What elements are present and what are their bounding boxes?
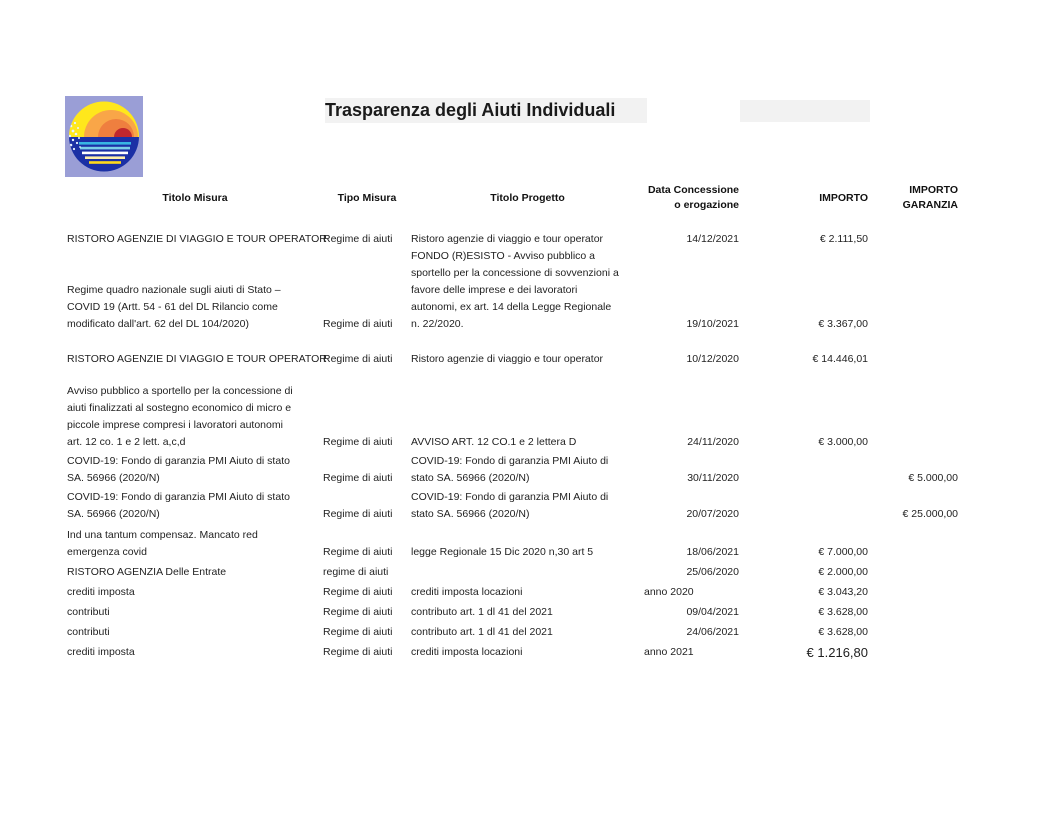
cell-titolo-misura: Avviso pubblico a sportello per la conce… — [67, 385, 293, 448]
cell-titolo-misura: COVID-19: Fondo di garanzia PMI Aiuto di… — [67, 491, 290, 520]
table-header-row: Titolo Misura Tipo Misura Titolo Progett… — [67, 183, 967, 213]
sunset-sea-icon — [65, 96, 143, 177]
cell-data-concessione: 24/11/2020 — [687, 436, 739, 448]
table-row: RISTORO AGENZIA Delle Entrate regime di … — [67, 564, 967, 581]
column-header-importo-garanzia: IMPORTO GARANZIA — [902, 184, 958, 211]
table-row: contributi Regime di aiuti contributo ar… — [67, 604, 967, 621]
cell-importo: € 3.628,00 — [818, 626, 868, 638]
cell-titolo-progetto: FONDO (R)ESISTO - Avviso pubblico a spor… — [411, 250, 619, 330]
cell-data-concessione: 19/10/2021 — [686, 318, 739, 330]
column-header-data-concessione: Data Concessione o erogazione — [647, 184, 739, 211]
organization-logo — [65, 96, 143, 177]
cell-data-concessione: 18/06/2021 — [686, 546, 739, 558]
page-title: Trasparenza degli Aiuti Individuali — [325, 98, 647, 123]
cell-titolo-progetto: contributo art. 1 dl 41 del 2021 — [411, 626, 553, 638]
cell-titolo-misura: contributi — [67, 606, 110, 618]
cell-importo: € 7.000,00 — [818, 546, 868, 558]
cell-importo-garanzia: € 25.000,00 — [902, 508, 958, 520]
cell-tipo-misura: Regime di aiuti — [323, 508, 393, 520]
cell-data-concessione: 25/06/2020 — [686, 566, 739, 578]
cell-importo: € 3.367,00 — [818, 318, 868, 330]
cell-tipo-misura: Regime di aiuti — [323, 546, 393, 558]
table-row: Regime quadro nazionale sugli aiuti di S… — [67, 248, 967, 333]
cell-tipo-misura: Regime di aiuti — [323, 586, 393, 598]
cell-titolo-progetto: crediti imposta locazioni — [411, 646, 523, 658]
cell-importo-garanzia: € 5.000,00 — [908, 472, 958, 484]
cell-tipo-misura: Regime di aiuti — [323, 233, 393, 245]
table-row: Ind una tantum compensaz. Mancato red em… — [67, 527, 967, 561]
cell-tipo-misura: Regime di aiuti — [323, 436, 393, 448]
cell-titolo-progetto: COVID-19: Fondo di garanzia PMI Aiuto di… — [411, 455, 609, 484]
cell-titolo-misura: RISTORO AGENZIA Delle Entrate — [67, 566, 227, 578]
cell-data-concessione: 20/07/2020 — [686, 508, 739, 520]
cell-data-concessione: anno 2020 — [644, 586, 694, 598]
cell-titolo-progetto: crediti imposta locazioni — [411, 586, 523, 598]
table-row: Avviso pubblico a sportello per la conce… — [67, 383, 967, 451]
cell-titolo-misura: COVID-19: Fondo di garanzia PMI Aiuto di… — [67, 455, 290, 484]
cell-tipo-misura: Regime di aiuti — [323, 606, 393, 618]
cell-importo: € 14.446,01 — [812, 353, 868, 365]
table-row: RISTORO AGENZIE DI VIAGGIO E TOUR OPERAT… — [67, 231, 967, 248]
cell-tipo-misura: Regime di aiuti — [323, 353, 393, 365]
cell-importo: € 3.043,20 — [818, 586, 868, 598]
cell-titolo-misura: Regime quadro nazionale sugli aiuti di S… — [67, 284, 281, 330]
cell-importo: € 1.216,80 — [806, 645, 868, 660]
cell-titolo-misura: crediti imposta — [67, 646, 135, 658]
table-row: RISTORO AGENZIE DI VIAGGIO E TOUR OPERAT… — [67, 351, 967, 368]
cell-tipo-misura: Regime di aiuti — [323, 472, 393, 484]
table-row: crediti imposta Regime di aiuti crediti … — [67, 584, 967, 601]
table-row: contributi Regime di aiuti contributo ar… — [67, 624, 967, 641]
cell-tipo-misura: Regime di aiuti — [323, 626, 393, 638]
cell-titolo-misura: crediti imposta — [67, 586, 135, 598]
column-header-titolo-progetto: Titolo Progetto — [490, 191, 565, 204]
cell-titolo-progetto: AVVISO ART. 12 CO.1 e 2 lettera D — [411, 436, 577, 448]
cell-data-concessione: anno 2021 — [644, 646, 694, 658]
cell-titolo-misura: Ind una tantum compensaz. Mancato red em… — [67, 529, 258, 558]
cell-data-concessione: 14/12/2021 — [686, 233, 739, 245]
cell-tipo-misura: regime di aiuti — [323, 566, 389, 578]
cell-importo: € 3.000,00 — [818, 436, 868, 448]
cell-importo: € 2.000,00 — [818, 566, 868, 578]
cell-data-concessione: 24/06/2021 — [686, 626, 739, 638]
cell-titolo-misura: RISTORO AGENZIE DI VIAGGIO E TOUR OPERAT… — [67, 233, 327, 245]
cell-tipo-misura: Regime di aiuti — [323, 646, 393, 658]
aid-table: Titolo Misura Tipo Misura Titolo Progett… — [67, 183, 967, 664]
cell-data-concessione: 30/11/2020 — [687, 472, 739, 484]
highlight-box — [740, 100, 870, 122]
table-row: COVID-19: Fondo di garanzia PMI Aiuto di… — [67, 489, 967, 523]
column-header-titolo-misura: Titolo Misura — [162, 191, 228, 204]
cell-tipo-misura: Regime di aiuti — [323, 318, 393, 330]
column-header-tipo-misura: Tipo Misura — [337, 191, 397, 204]
cell-titolo-progetto: Ristoro agenzie di viaggio e tour operat… — [411, 353, 604, 365]
cell-data-concessione: 09/04/2021 — [686, 606, 739, 618]
cell-importo: € 2.111,50 — [819, 233, 868, 245]
cell-titolo-progetto: Ristoro agenzie di viaggio e tour operat… — [411, 233, 604, 245]
cell-titolo-misura: contributi — [67, 626, 110, 638]
cell-titolo-progetto: legge Regionale 15 Dic 2020 n,30 art 5 — [411, 546, 594, 558]
cell-titolo-misura: RISTORO AGENZIE DI VIAGGIO E TOUR OPERAT… — [67, 353, 327, 365]
cell-titolo-progetto: contributo art. 1 dl 41 del 2021 — [411, 606, 553, 618]
table-row: crediti imposta Regime di aiuti crediti … — [67, 644, 967, 661]
cell-data-concessione: 10/12/2020 — [686, 353, 739, 365]
cell-importo: € 3.628,00 — [818, 606, 868, 618]
table-row: COVID-19: Fondo di garanzia PMI Aiuto di… — [67, 453, 967, 487]
column-header-importo: IMPORTO — [819, 191, 868, 204]
cell-titolo-progetto: COVID-19: Fondo di garanzia PMI Aiuto di… — [411, 491, 609, 520]
